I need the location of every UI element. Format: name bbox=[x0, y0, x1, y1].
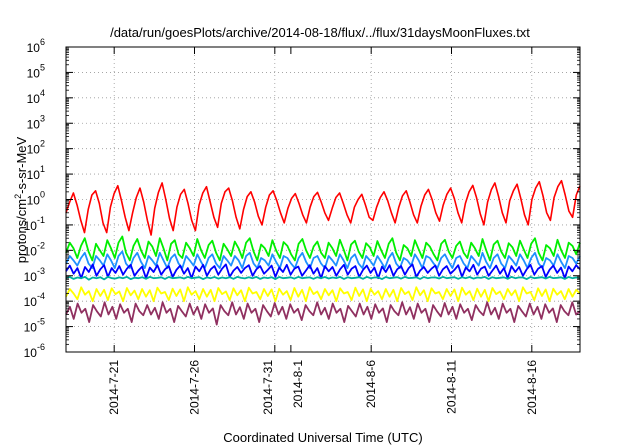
y-axis-label-superscript: 2 bbox=[13, 194, 23, 199]
y-tick-exponent: -4 bbox=[37, 291, 45, 301]
x-tick-label: 2014-7-21 bbox=[107, 360, 121, 415]
y-tick-base: 10 bbox=[27, 168, 41, 182]
y-tick-label: 10-4 bbox=[24, 291, 45, 309]
y-tick-exponent: 2 bbox=[40, 139, 45, 149]
series-layer bbox=[65, 179, 581, 326]
y-tick-exponent: -6 bbox=[37, 342, 45, 352]
y-tick-label: 106 bbox=[27, 37, 45, 55]
y-tick-label: 103 bbox=[27, 113, 45, 131]
y-tick-label: 10-5 bbox=[24, 317, 45, 335]
y-tick-labels: 10-610-510-410-310-210-11001011021031041… bbox=[24, 37, 45, 360]
y-axis-label: protons/cm2-s-sr-MeV bbox=[13, 136, 29, 263]
chart-title: /data/run/goesPlots/archive/2014-08-18/f… bbox=[110, 25, 530, 40]
y-axis-label-suffix: -s-sr-MeV bbox=[14, 136, 29, 193]
y-tick-base: 10 bbox=[27, 92, 41, 106]
series-line-1 bbox=[65, 179, 581, 236]
y-tick-exponent: 1 bbox=[40, 164, 45, 174]
series-line-5 bbox=[65, 275, 581, 281]
x-tick-label: 2014-8-6 bbox=[364, 360, 378, 408]
series-line-2 bbox=[65, 235, 581, 262]
y-tick-label: 10-1 bbox=[24, 215, 45, 233]
series-line-7 bbox=[65, 301, 581, 326]
y-tick-exponent: 4 bbox=[40, 88, 45, 98]
y-tick-label: 10-2 bbox=[24, 240, 45, 258]
y-tick-exponent: -3 bbox=[37, 266, 45, 276]
y-tick-exponent: 6 bbox=[40, 37, 45, 47]
y-tick-exponent: 0 bbox=[40, 190, 45, 200]
y-tick-base: 10 bbox=[24, 244, 38, 258]
y-tick-exponent: -1 bbox=[37, 215, 45, 225]
y-tick-exponent: 3 bbox=[40, 113, 45, 123]
y-tick-base: 10 bbox=[27, 117, 41, 131]
y-tick-base: 10 bbox=[27, 41, 41, 55]
x-axis-label: Coordinated Universal Time (UTC) bbox=[223, 430, 422, 445]
x-tick-labels: 2014-7-21 2014-7-26 2014-7-31 2014-8-1 2014-… bbox=[107, 360, 539, 415]
y-tick-base: 10 bbox=[27, 194, 41, 208]
y-tick-label: 10-3 bbox=[24, 266, 45, 284]
y-axis-label-prefix: protons/cm bbox=[14, 199, 29, 263]
series-line-3 bbox=[65, 250, 581, 270]
x-tick-label: 2014-8-1 bbox=[291, 360, 305, 408]
y-tick-base: 10 bbox=[24, 321, 38, 335]
x-tick-label: 2014-7-31 bbox=[261, 360, 275, 415]
grid bbox=[66, 47, 580, 352]
y-tick-label: 10-6 bbox=[24, 342, 45, 360]
y-tick-exponent: 5 bbox=[40, 62, 45, 72]
y-tick-label: 102 bbox=[27, 139, 45, 157]
y-tick-exponent: -5 bbox=[37, 317, 45, 327]
x-tick-label: 2014-8-16 bbox=[525, 360, 539, 415]
x-tick-label: 2014-7-26 bbox=[188, 360, 202, 415]
y-tick-exponent: -2 bbox=[37, 240, 45, 250]
y-tick-base: 10 bbox=[27, 66, 41, 80]
y-tick-label: 105 bbox=[27, 62, 45, 80]
y-tick-label: 100 bbox=[27, 190, 45, 208]
y-tick-base: 10 bbox=[27, 143, 41, 157]
y-tick-base: 10 bbox=[24, 346, 38, 360]
x-tick-label: 2014-8-11 bbox=[445, 360, 459, 414]
y-tick-base: 10 bbox=[24, 270, 38, 284]
series-line-4 bbox=[65, 263, 581, 280]
y-tick-label: 101 bbox=[27, 164, 45, 182]
y-tick-base: 10 bbox=[24, 219, 38, 233]
tick-marks bbox=[66, 46, 580, 353]
series-line-6 bbox=[65, 286, 581, 303]
y-tick-label: 104 bbox=[27, 88, 45, 106]
y-tick-base: 10 bbox=[24, 295, 38, 309]
